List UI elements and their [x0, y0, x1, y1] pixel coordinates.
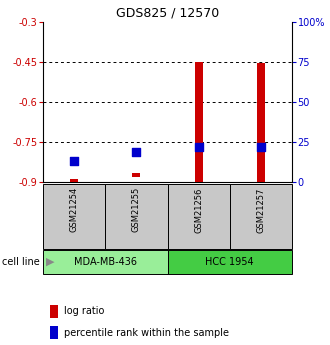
Bar — [70, 179, 78, 182]
Point — [72, 158, 77, 164]
Text: percentile rank within the sample: percentile rank within the sample — [64, 327, 229, 337]
Bar — [168, 249, 292, 275]
Bar — [195, 62, 203, 182]
Bar — [43, 184, 105, 249]
Text: GSM21254: GSM21254 — [70, 187, 79, 233]
Point — [196, 144, 201, 150]
Text: GSM21256: GSM21256 — [194, 187, 203, 233]
Text: cell line: cell line — [2, 257, 40, 267]
Bar — [230, 184, 292, 249]
Text: MDA-MB-436: MDA-MB-436 — [74, 257, 137, 267]
Text: ▶: ▶ — [46, 257, 55, 267]
Bar — [105, 184, 168, 249]
Bar — [43, 249, 168, 275]
Bar — [132, 172, 141, 177]
Bar — [50, 326, 58, 339]
Point — [258, 144, 264, 150]
Text: log ratio: log ratio — [64, 306, 105, 316]
Title: GDS825 / 12570: GDS825 / 12570 — [116, 7, 219, 19]
Text: GSM21255: GSM21255 — [132, 187, 141, 233]
Point — [134, 149, 139, 154]
Text: HCC 1954: HCC 1954 — [206, 257, 254, 267]
Bar — [257, 63, 265, 182]
Bar — [50, 305, 58, 318]
Text: GSM21257: GSM21257 — [256, 187, 265, 233]
Bar — [168, 184, 230, 249]
